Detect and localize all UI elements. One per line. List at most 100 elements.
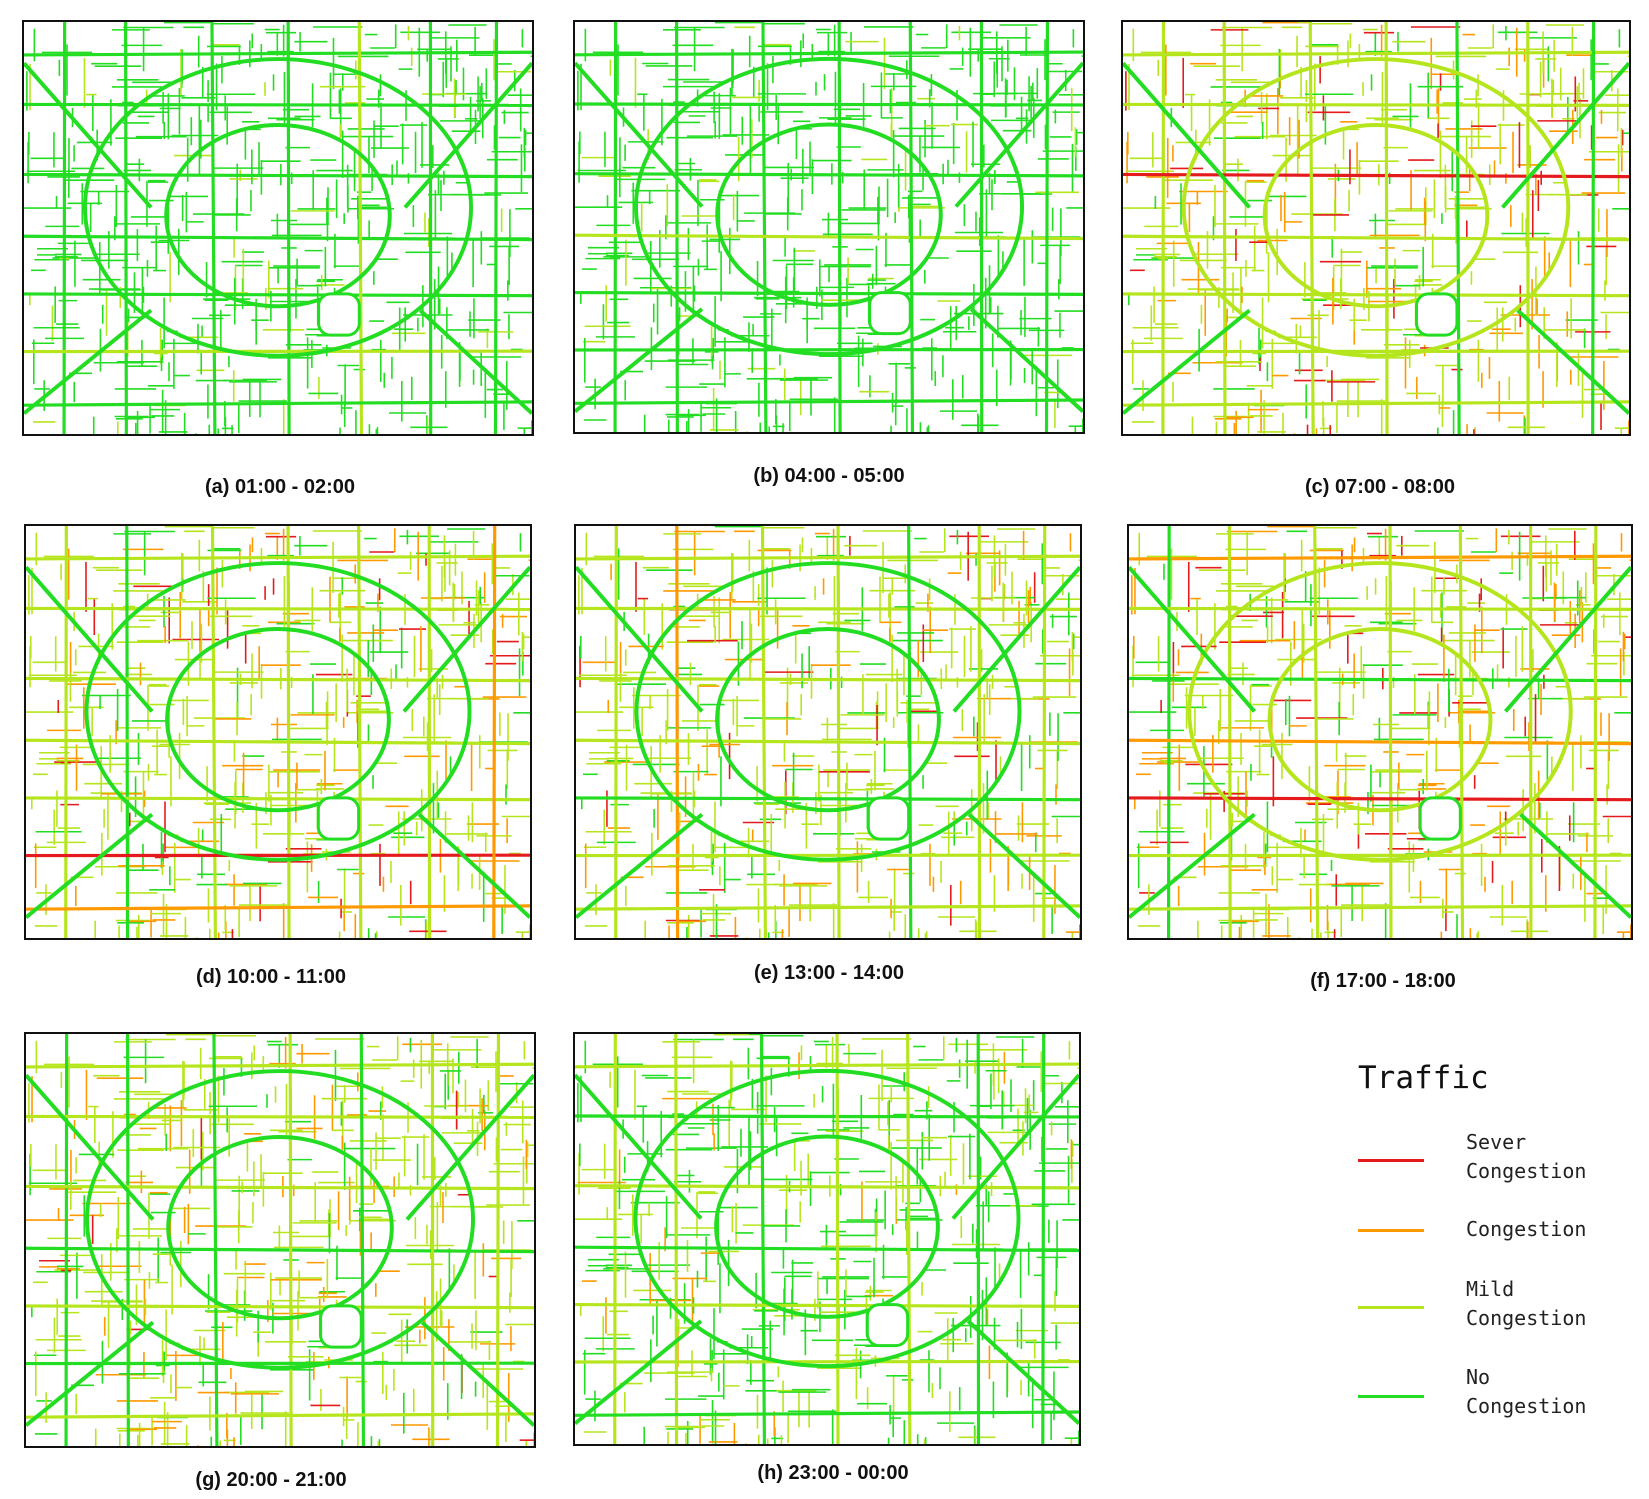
ring-road xyxy=(633,56,1025,357)
arterial-road xyxy=(837,22,842,432)
road-network-b xyxy=(575,22,1083,432)
arterial-road xyxy=(575,233,1083,241)
arterial-road xyxy=(576,904,1080,911)
arterial-road xyxy=(575,1303,1079,1308)
arterial-road xyxy=(575,50,1083,57)
ring-road xyxy=(166,1135,394,1321)
arterial-road xyxy=(760,526,767,938)
arterial-road xyxy=(1308,22,1315,434)
arterial-road xyxy=(575,1184,1079,1190)
arterial-road xyxy=(26,554,530,561)
expressway xyxy=(575,61,704,208)
arterial-road xyxy=(26,904,530,911)
map-panel-a xyxy=(22,20,534,436)
arterial-road xyxy=(124,22,128,434)
arterial-road xyxy=(286,526,291,938)
arterial-road xyxy=(835,1034,840,1444)
arterial-road xyxy=(759,1034,766,1444)
arterial-road xyxy=(908,22,915,432)
arterial-road xyxy=(613,1034,617,1444)
map-panel-d xyxy=(24,524,532,940)
arterial-road xyxy=(1123,234,1629,242)
arterial-road xyxy=(575,102,1083,107)
legend-label-congestion: Congestion xyxy=(1466,1217,1587,1241)
arterial-road xyxy=(675,526,680,938)
caption-h: (h) 23:00 - 00:00 xyxy=(757,1462,909,1484)
expressway xyxy=(966,1319,1079,1425)
arterial-road xyxy=(675,22,679,432)
expressway xyxy=(969,307,1083,413)
arterial-road xyxy=(1458,526,1465,938)
road-network-d xyxy=(26,526,530,938)
arterial-road xyxy=(575,291,1083,296)
arterial-road xyxy=(26,1062,534,1069)
map-panel-g xyxy=(24,1032,536,1448)
arterial-road xyxy=(24,50,532,57)
arterial-road xyxy=(126,1034,130,1446)
legend-swatch-congestion xyxy=(1358,1229,1424,1232)
arterial-road xyxy=(576,738,1080,746)
expressway xyxy=(1504,565,1631,713)
ring-road xyxy=(164,123,392,309)
ring-road xyxy=(634,561,1022,862)
arterial-road xyxy=(357,22,364,434)
arterial-road xyxy=(1123,172,1629,179)
expressway xyxy=(24,61,153,209)
arterial-road xyxy=(125,526,130,938)
arterial-road xyxy=(24,102,532,107)
caption-a: (a) 01:00 - 02:00 xyxy=(204,476,356,498)
expressway xyxy=(1123,308,1251,415)
arterial-road xyxy=(64,1034,69,1446)
arterial-road xyxy=(907,526,913,938)
map-panel-e xyxy=(574,524,1082,940)
arterial-road xyxy=(575,172,1083,178)
map-panel-c xyxy=(1121,20,1631,436)
arterial-road xyxy=(1129,904,1631,911)
ring-road xyxy=(633,1068,1021,1369)
arterial-road xyxy=(576,796,1080,802)
arterial-road xyxy=(210,526,217,938)
expressway xyxy=(1129,812,1256,919)
arterial-road xyxy=(761,22,768,432)
map-panel-b xyxy=(573,20,1085,434)
arterial-road xyxy=(359,1034,366,1446)
arterial-road xyxy=(1123,50,1629,57)
expressway xyxy=(405,1073,534,1221)
road-network-c xyxy=(1123,22,1629,434)
ring-road xyxy=(82,57,474,358)
arterial-road xyxy=(906,1034,912,1444)
caption-d: (d) 10:00 - 11:00 xyxy=(195,966,347,988)
arterial-road xyxy=(357,526,363,938)
expressway xyxy=(951,1073,1079,1220)
arterial-road xyxy=(24,400,532,407)
arterial-road xyxy=(1042,526,1047,938)
expressway xyxy=(576,812,704,919)
caption-e: (e) 13:00 - 14:00 xyxy=(753,962,905,984)
arterial-road xyxy=(1129,796,1631,802)
ring-road xyxy=(1187,561,1573,862)
ring-road xyxy=(715,627,941,813)
arterial-road xyxy=(614,526,618,938)
caption-c: (c) 07:00 - 08:00 xyxy=(1304,476,1456,498)
arterial-road xyxy=(495,1034,501,1446)
arterial-road xyxy=(212,1034,219,1446)
arterial-road xyxy=(836,526,841,938)
expressway xyxy=(575,307,704,414)
park-area xyxy=(865,1303,910,1348)
park-area xyxy=(316,796,361,841)
arterial-road xyxy=(575,1062,1079,1069)
expressway xyxy=(575,1073,703,1220)
road-network-h xyxy=(575,1034,1079,1444)
legend-label-mild: Mild Congestion xyxy=(1466,1277,1587,1330)
arterial-road xyxy=(26,1184,534,1191)
arterial-road xyxy=(575,1114,1079,1119)
road-network-e xyxy=(576,526,1080,938)
legend-label-severe: Sever Congestion xyxy=(1466,1130,1587,1183)
arterial-road xyxy=(576,676,1080,683)
expressway xyxy=(1123,61,1251,209)
arterial-road xyxy=(1591,22,1596,434)
arterial-road xyxy=(1166,526,1171,938)
ring-road xyxy=(1181,57,1571,358)
arterial-road xyxy=(1388,526,1393,938)
expressway xyxy=(26,1320,155,1427)
